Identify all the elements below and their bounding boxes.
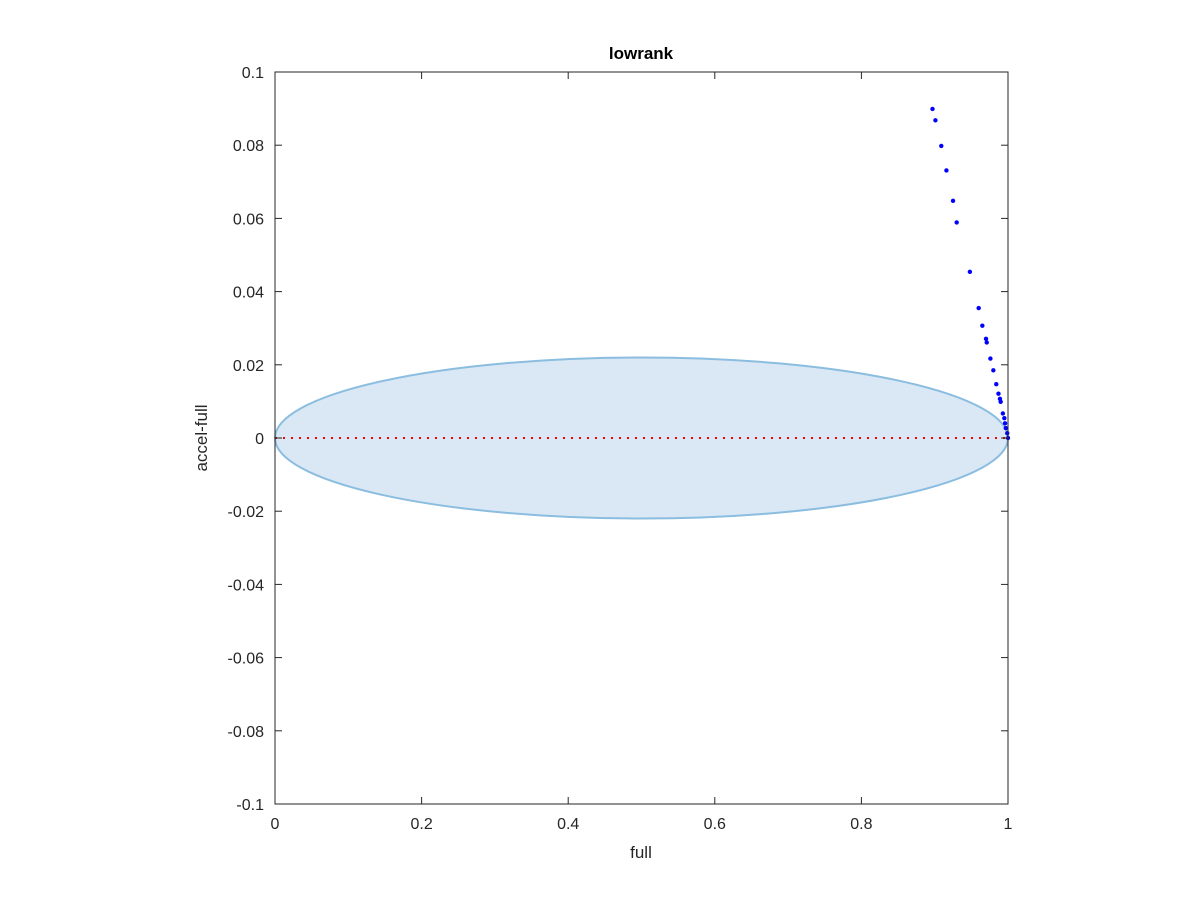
y-tick-label: 0.08 [233,138,264,155]
y-tick-label: 0 [255,431,264,448]
data-point [980,323,985,328]
y-tick-label: -0.08 [228,724,265,741]
y-tick-label: -0.04 [228,577,265,594]
data-point [1000,411,1006,416]
x-tick-label: 0.6 [704,816,726,833]
data-point [950,198,956,204]
x-tick-label: 0 [271,816,280,833]
y-tick-label: 0.1 [242,65,264,82]
data-point [930,106,935,112]
y-tick-label: -0.06 [228,651,265,668]
y-axis-label: accel-full [192,404,211,471]
y-tick-label: 0.06 [233,211,264,228]
ellipse-region [274,356,1009,520]
data-point [988,356,993,361]
x-tick-label: 0.2 [410,816,432,833]
y-tick-label: 0.02 [233,358,264,375]
plot-marks [274,106,1011,520]
data-point [998,399,1003,404]
x-tick-label: 0.8 [850,816,872,833]
x-axis-label: full [630,843,652,862]
data-point [976,305,981,311]
data-point [939,143,944,149]
chart-title: lowrank [609,44,674,63]
data-point [944,168,949,173]
x-tick-label: 1 [1004,816,1013,833]
data-point [991,368,996,373]
data-point [996,391,1001,396]
data-point [1002,416,1007,421]
y-tick-label: -0.02 [228,504,265,521]
data-point [1005,431,1010,436]
data-point [984,340,989,345]
data-point [954,220,959,225]
data-point [1002,421,1008,426]
data-point [933,118,938,123]
y-tick-label: 0.04 [233,285,264,302]
y-tick-label: -0.1 [236,797,264,814]
data-point [967,269,973,275]
data-point [983,336,989,342]
axis-ticks: 0 0.2 0.4 0.6 0.8 1 -0.1 -0.08 -0.06 -0.04 -0.02 0 0… [228,65,1013,833]
x-tick-label: 0.4 [557,816,579,833]
data-point [994,381,999,387]
data-point [1003,425,1009,431]
